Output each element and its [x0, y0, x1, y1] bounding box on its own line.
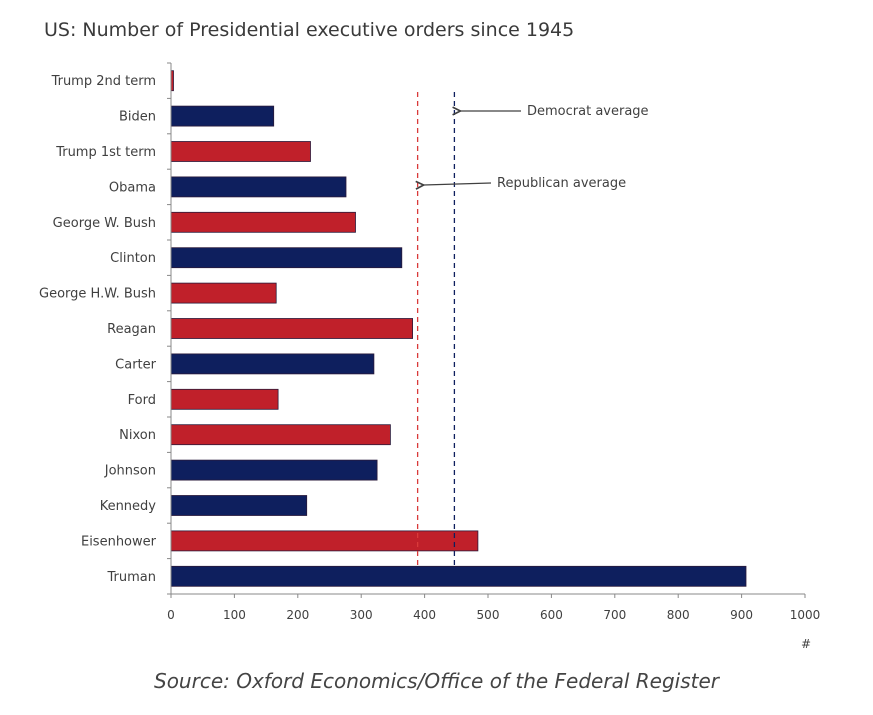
category-label: Kennedy: [100, 499, 157, 514]
bar-kennedy: [170, 495, 308, 516]
x-tick-label: 100: [223, 608, 246, 622]
bar-clinton: [170, 247, 403, 269]
category-label: Clinton: [110, 251, 156, 266]
category-label: Biden: [119, 110, 156, 125]
x-tick-label: 0: [167, 608, 175, 622]
category-label: Eisenhower: [81, 534, 157, 549]
bar-george-h-w-bush: [170, 282, 277, 304]
bar-ford: [170, 388, 279, 410]
category-label: Obama: [109, 180, 156, 195]
x-tick-label: 300: [350, 608, 373, 622]
bar-reagan: [170, 318, 414, 339]
bar-truman: [170, 565, 747, 587]
category-label: Carter: [115, 357, 156, 372]
bar-carter: [170, 353, 375, 375]
category-label: Trump 1st term: [55, 145, 156, 160]
x-tick-label: 400: [413, 608, 436, 622]
x-tick-label: 700: [603, 608, 626, 622]
bar-biden: [170, 105, 275, 127]
annotation-arrow: [424, 183, 492, 185]
reference-line-label: Democrat average: [527, 104, 649, 119]
reference-lines: Democrat average Republican average: [418, 92, 649, 566]
bar-trump-1st-term: [170, 141, 311, 162]
x-tick-label: 600: [540, 608, 563, 622]
chart-title: US: Number of Presidential executive ord…: [44, 19, 575, 41]
category-labels: Trump 2nd term Biden Trump 1st term Obama Ge…: [39, 74, 157, 585]
bars-group: [170, 70, 747, 587]
x-tick-label: 900: [730, 608, 753, 622]
x-tick-label: 200: [286, 608, 309, 622]
bar-george-w-bush: [170, 211, 356, 233]
x-ticks: 0 100 200 300 400 500 600 700 800 900 1000: [167, 594, 820, 622]
bar-eisenhower: [170, 530, 479, 552]
x-axis-label: #: [801, 637, 811, 651]
category-label: Nixon: [119, 428, 156, 443]
category-label: Johnson: [104, 464, 156, 479]
bar-obama: [170, 176, 347, 198]
x-tick-label: 500: [477, 608, 500, 622]
reference-line-label: Republican average: [497, 176, 626, 191]
x-tick-label: 800: [667, 608, 690, 622]
category-label: George H.W. Bush: [39, 287, 156, 302]
bar-nixon: [170, 424, 391, 446]
source-note: Source: Oxford Economics/Office of the F…: [154, 669, 719, 693]
category-label: Ford: [128, 393, 156, 408]
bar-johnson: [170, 459, 378, 481]
category-label: George W. Bush: [53, 216, 156, 231]
category-label: Reagan: [107, 322, 156, 337]
category-label: Truman: [107, 570, 156, 585]
x-tick-label: 1000: [790, 608, 821, 622]
category-label: Trump 2nd term: [51, 74, 156, 89]
